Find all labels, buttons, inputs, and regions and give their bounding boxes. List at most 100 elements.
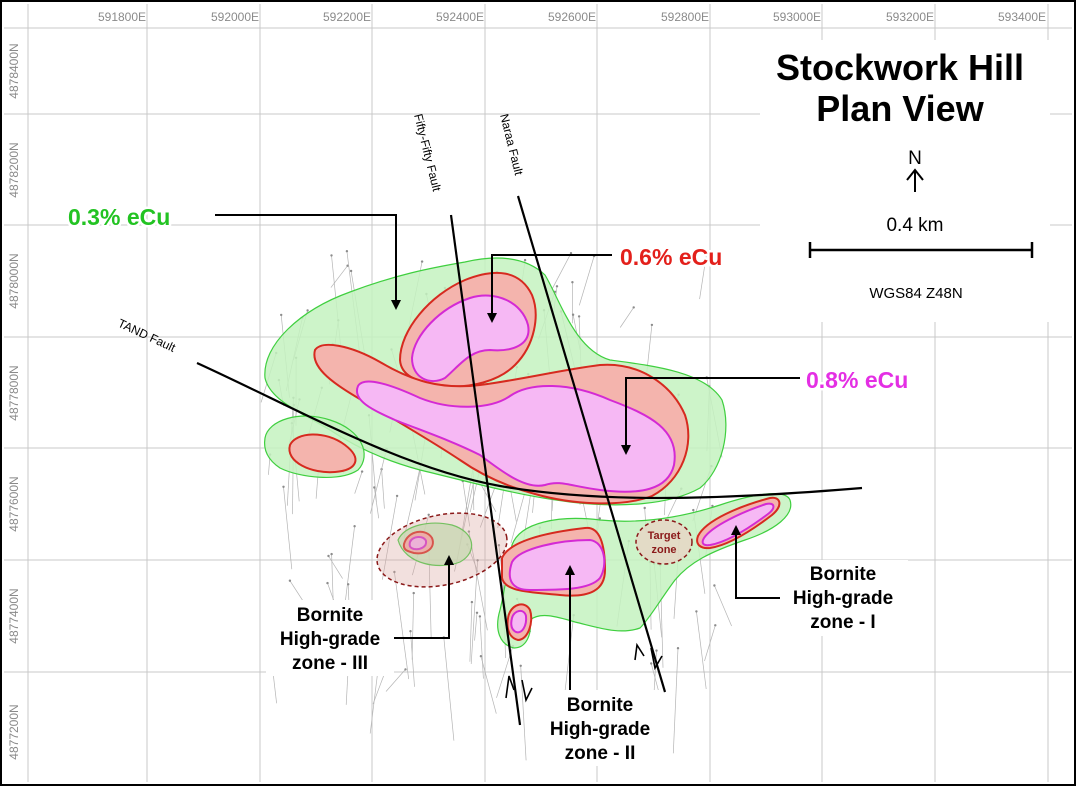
target-zone-label-line2: zone (651, 544, 676, 556)
drill-trace (411, 593, 415, 660)
fault-movement-icon (505, 642, 663, 703)
zone-ii-line1: Bornite (567, 695, 634, 716)
drill-trace (704, 625, 716, 662)
zone-ii-line3: zone - II (565, 743, 636, 764)
zone-iii-label: Bornite High-grade zone - III (266, 600, 394, 676)
callout-0.8-arrow (621, 377, 800, 455)
drill-trace (696, 611, 707, 690)
easting-label: 592600E (548, 10, 596, 24)
drill-collar (330, 254, 333, 257)
drill-collar (650, 323, 654, 327)
drill-trace (354, 471, 363, 494)
drill-collar (643, 506, 646, 510)
scale-bar-icon (808, 242, 1034, 258)
drill-trace (619, 307, 634, 328)
drill-collar (692, 508, 695, 512)
drill-trace (479, 616, 484, 679)
drill-collar (705, 249, 709, 252)
northing-label: 4878000N (7, 253, 21, 308)
drill-trace (714, 585, 732, 627)
map-title-line2: Plan View (816, 88, 984, 129)
drill-trace (578, 255, 595, 306)
zone-i-line3: zone - I (810, 612, 875, 633)
drill-collar (467, 530, 471, 533)
grade-label-0.3: 0.3% eCu (68, 204, 170, 230)
drill-collar (555, 285, 559, 288)
drill-trace (480, 656, 497, 714)
callout-0.6-arrow (487, 254, 612, 323)
map-title-line1: Stockwork Hill (776, 47, 1024, 88)
northing-label: 4878200N (7, 142, 21, 197)
drill-trace (330, 265, 348, 288)
drill-collar (412, 591, 415, 595)
fifty-fifty-fault-line (449, 214, 522, 726)
north-arrow-icon (906, 168, 924, 192)
drill-collar (711, 504, 714, 508)
northing-labels: 4878400N 4878200N 4878000N 4877800N 4877… (7, 43, 21, 759)
zone-iii-line2: High-grade (280, 629, 380, 650)
easting-label: 592400E (436, 10, 484, 24)
northing-label: 4877600N (7, 476, 21, 531)
drill-collar (360, 470, 364, 473)
drill-collar (478, 615, 482, 618)
drill-collar (306, 309, 309, 312)
drill-trace (479, 485, 496, 528)
drill-collar (282, 485, 285, 488)
drill-collar (632, 306, 635, 309)
grade-shell-0.8 (355, 294, 775, 634)
drill-trace (443, 637, 455, 741)
drill-trace (385, 669, 406, 692)
drill-trace (328, 555, 343, 579)
target-zone-outline (635, 519, 693, 565)
zone-i-label-bg (780, 560, 908, 636)
drill-collar (577, 315, 581, 318)
easting-labels: 591800E 592000E 592200E 592400E 592600E … (98, 10, 1046, 24)
drill-trace (510, 488, 527, 544)
drill-collar (676, 647, 680, 650)
datum-label: WGS84 Z48N (869, 285, 962, 302)
drill-collar (395, 494, 399, 498)
drill-collar (373, 486, 376, 489)
scale-label: 0.4 km (886, 215, 943, 236)
drill-trace (699, 250, 708, 300)
target-zone: Target zone (635, 519, 693, 565)
easting-label: 593400E (998, 10, 1046, 24)
zone-ii-line2: High-grade (550, 719, 650, 740)
drill-collar (326, 581, 329, 585)
drill-collar (571, 281, 574, 284)
drill-trace (373, 487, 380, 519)
easting-label: 592000E (211, 10, 259, 24)
legend-background (760, 40, 1050, 322)
drill-collar (349, 269, 353, 273)
northing-label: 4877400N (7, 588, 21, 643)
drill-collar (650, 662, 653, 665)
drill-trace (672, 648, 679, 754)
easting-label: 592200E (323, 10, 371, 24)
callout-arrows (215, 214, 800, 690)
drill-collar (569, 252, 573, 255)
zone-iii-label-bg (266, 600, 394, 676)
drill-collar (427, 513, 430, 516)
drill-collar (713, 584, 716, 587)
drill-trace (382, 495, 398, 580)
drill-collar (475, 611, 479, 614)
drill-trace (474, 612, 478, 641)
zone-i-line1: Bornite (810, 564, 877, 585)
north-label: N (908, 148, 922, 169)
zone-ii-label: Bornite High-grade zone - II (535, 690, 663, 766)
drill-collar (470, 600, 474, 604)
drill-collar (476, 559, 479, 562)
tand-fault-line (196, 361, 863, 500)
drill-trace (381, 469, 385, 509)
drill-collar (347, 583, 350, 586)
drill-collar (519, 664, 522, 667)
drill-trace (410, 631, 415, 687)
drill-collar (330, 552, 333, 556)
zone-i-label: Bornite High-grade zone - I (780, 560, 908, 636)
northing-label: 4878400N (7, 43, 21, 98)
drill-collar (420, 260, 424, 263)
drill-collar (346, 264, 349, 267)
drill-collar (598, 517, 601, 520)
drill-collar (523, 258, 527, 262)
